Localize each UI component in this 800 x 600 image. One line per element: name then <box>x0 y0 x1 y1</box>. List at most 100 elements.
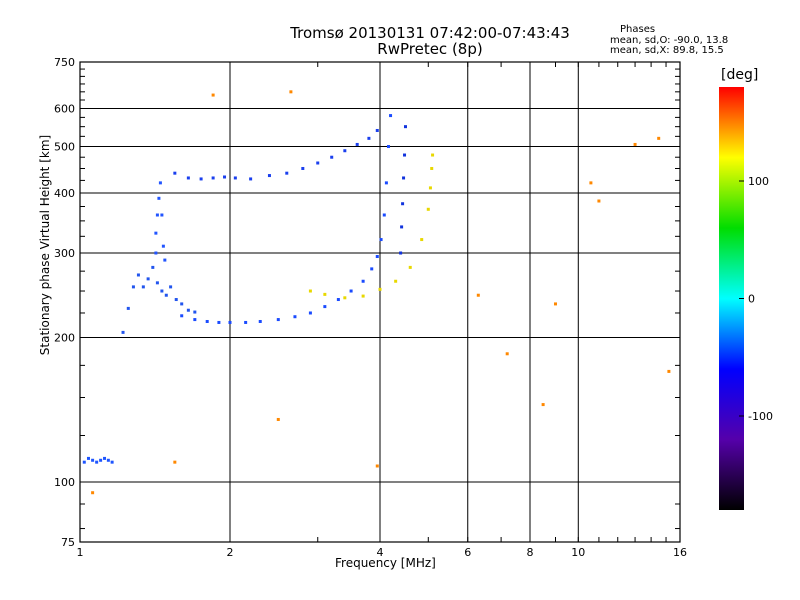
data-point <box>169 285 173 289</box>
data-point <box>403 125 407 129</box>
data-point <box>343 296 347 300</box>
phase-info-header: Phases <box>620 24 656 35</box>
data-point <box>86 456 90 460</box>
data-point <box>403 153 407 157</box>
data-point <box>323 292 327 296</box>
data-point <box>155 281 159 285</box>
phase-info-x: mean, sd,X: 89.8, 15.5 <box>610 45 724 56</box>
data-point <box>430 166 434 170</box>
data-point <box>316 161 320 165</box>
data-point <box>597 199 601 203</box>
data-point <box>249 177 253 181</box>
data-point <box>402 176 406 180</box>
data-point <box>174 298 178 302</box>
data-point <box>258 319 262 323</box>
data-point <box>131 285 135 289</box>
data-point <box>553 302 557 306</box>
chart-subtitle: RwPretec (8p) <box>377 40 483 58</box>
y-tick-label: 300 <box>54 247 75 260</box>
data-point <box>367 136 371 140</box>
data-point <box>186 308 190 312</box>
data-point <box>343 149 347 153</box>
data-point <box>400 225 404 229</box>
data-point <box>408 265 412 269</box>
x-tick-label: 8 <box>527 546 534 559</box>
data-point <box>164 293 168 297</box>
y-tick-label: 200 <box>54 332 75 345</box>
data-point <box>308 289 312 293</box>
data-point <box>399 251 403 255</box>
data-point <box>428 186 432 190</box>
data-point <box>431 153 435 157</box>
data-point <box>121 330 125 334</box>
data-point <box>158 181 162 185</box>
data-point <box>211 176 215 180</box>
y-tick-label: 75 <box>61 536 75 549</box>
data-point <box>154 251 158 255</box>
data-point <box>361 279 365 283</box>
data-point <box>541 403 545 407</box>
colorbar-tick-label: -100 <box>748 410 773 423</box>
data-point <box>157 196 161 200</box>
x-tick-label: 2 <box>227 546 234 559</box>
data-point <box>386 145 390 149</box>
x-tick-label: 16 <box>673 546 687 559</box>
data-point <box>276 318 280 322</box>
data-point <box>349 289 353 293</box>
x-tick-label: 4 <box>377 546 384 559</box>
data-point <box>379 238 383 242</box>
data-point <box>476 293 480 297</box>
data-point <box>589 181 593 185</box>
data-point <box>375 128 379 132</box>
data-point <box>336 298 340 302</box>
data-point <box>211 93 215 97</box>
data-point <box>160 289 164 293</box>
data-point <box>95 460 99 464</box>
data-point <box>205 319 209 323</box>
x-tick-label: 6 <box>464 546 471 559</box>
x-tick-label: 10 <box>571 546 585 559</box>
data-point <box>103 456 107 460</box>
data-point <box>505 352 509 356</box>
data-point <box>126 306 130 310</box>
colorbar-label: [deg] <box>721 67 759 83</box>
data-point <box>163 258 167 262</box>
data-point <box>394 279 398 283</box>
data-point <box>82 460 86 464</box>
data-point <box>180 314 184 318</box>
data-point <box>151 265 155 269</box>
data-point <box>657 136 661 140</box>
data-point <box>141 285 145 289</box>
chart-title: Tromsø 20130131 07:42:00-07:43:43 <box>290 24 570 42</box>
data-point <box>308 311 312 315</box>
data-point <box>276 417 280 421</box>
data-point <box>146 277 150 281</box>
data-point <box>426 207 430 211</box>
x-tick-label: 1 <box>77 546 84 559</box>
data-point <box>91 458 95 462</box>
data-point <box>99 458 103 462</box>
data-point <box>375 255 379 259</box>
phase-info-o: mean, sd,O: -90.0, 13.8 <box>610 35 729 46</box>
data-point <box>223 175 227 179</box>
data-point <box>285 171 289 175</box>
data-point <box>180 302 184 306</box>
data-point <box>267 174 271 178</box>
data-point <box>384 181 388 185</box>
data-point <box>370 267 374 271</box>
data-point <box>228 320 232 324</box>
data-point <box>375 464 379 468</box>
plot-frame <box>79 61 681 543</box>
y-tick-label: 750 <box>54 56 75 69</box>
data-point <box>382 213 386 217</box>
data-point <box>233 176 237 180</box>
colorbar-tick-label: 100 <box>748 175 769 188</box>
y-tick-label: 400 <box>54 187 75 200</box>
colorbar-tick-label: 0 <box>748 293 755 306</box>
data-point <box>193 318 197 322</box>
data-point <box>110 460 114 464</box>
data-point <box>420 238 424 242</box>
data-point <box>154 231 158 235</box>
data-point <box>667 369 671 373</box>
